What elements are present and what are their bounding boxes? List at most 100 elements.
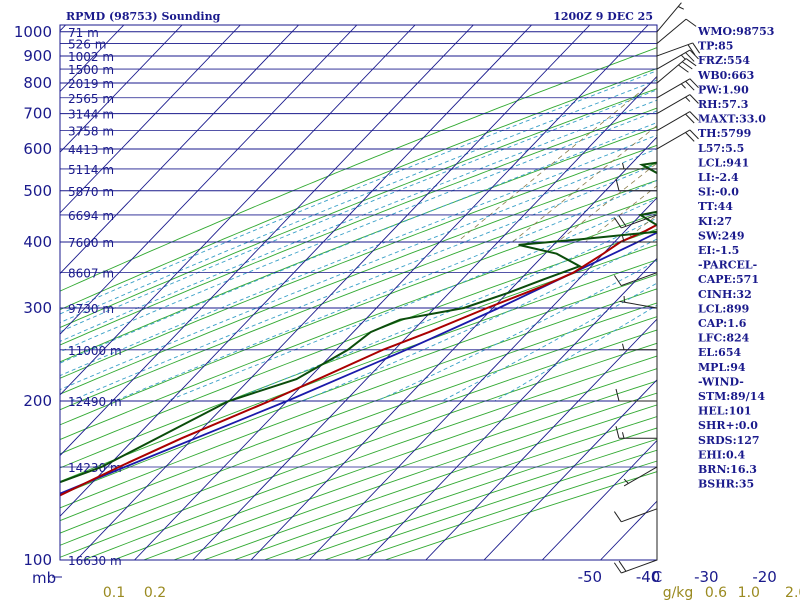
index-value: STM:89/14 [698, 390, 765, 403]
dewpoint-line [0, 30, 800, 561]
barb-flag [686, 114, 695, 123]
temperature-tick-label: C [652, 568, 662, 586]
barb-flag [678, 65, 688, 72]
wind-barb [657, 3, 684, 32]
dry-adiabat-line [0, 25, 800, 560]
indices-panel: WMO:98753 TP:85FRZ:554 WB0:663PW:1.90 RH:57… [697, 25, 774, 491]
pressure-tick-label: 700 [23, 105, 52, 123]
height-label: 3144 m [68, 108, 114, 122]
index-value: LFC:824 [698, 332, 750, 345]
mixing-ratio-tick-label: 1.0 [738, 585, 760, 600]
barb-staff [657, 3, 681, 32]
barb-flag [686, 81, 695, 90]
height-label: 3758 m [68, 125, 114, 139]
barb-flag [616, 426, 619, 438]
index-value: SI:-0.0 [698, 186, 739, 199]
barb-flag [686, 132, 695, 141]
barb-staff [657, 130, 690, 149]
index-value: EL:654 [698, 346, 741, 359]
mixing-ratio-tick-label: 0.1 [103, 585, 125, 600]
mixing-ratio-line [748, 25, 800, 242]
pressure-tick-label: 1000 [14, 23, 52, 41]
barb-flag [682, 62, 692, 69]
index-value: L57:5.5 [698, 142, 744, 155]
index-value: RH:57.3 [698, 98, 748, 111]
height-label: 16630 m [68, 554, 122, 568]
index-value: -WIND- [698, 375, 744, 388]
index-value: TP:85 [698, 40, 733, 53]
wind-barb [614, 509, 657, 522]
wind-barb [657, 50, 699, 69]
mixing-ratio-axis: 0.10.20.61.02.03.05.010.020.030.040.0g/k… [103, 585, 800, 600]
temperature-line [0, 30, 800, 561]
height-labels: 16630 m14230 m12490 m11000 m9730 m8607 m… [60, 26, 657, 568]
wind-barb [657, 79, 699, 98]
barb-half-flag [681, 55, 685, 59]
moist-adiabat-line [71, 32, 800, 401]
barb-flag [619, 216, 626, 226]
isotherm-line [0, 25, 357, 560]
index-value: LCL:899 [698, 302, 749, 315]
pressure-tick-label: 600 [23, 140, 52, 158]
height-label: 71 m [68, 26, 99, 40]
dry-adiabat-line [0, 25, 777, 560]
dry-adiabat-line [0, 25, 800, 560]
height-label: 2019 m [68, 77, 114, 91]
dry-adiabat-line [0, 25, 800, 560]
isotherm-line [0, 25, 7, 560]
wind-barb [614, 273, 657, 286]
barb-flag [614, 512, 621, 522]
index-value: BRN:16.3 [698, 463, 757, 476]
dry-adiabat-line [0, 25, 800, 560]
pressure-tick-label: 500 [23, 182, 52, 200]
mixing-ratio-tick-label: 2.0 [785, 585, 800, 600]
height-label: 5114 m [68, 163, 114, 177]
pressure-tick-label: 800 [23, 74, 52, 92]
index-value: SHR+:0.0 [698, 419, 758, 432]
dry-adiabat-line [0, 25, 800, 560]
isotherm-line [76, 25, 590, 560]
index-value: WB0:663 [697, 69, 754, 82]
barb-staff [657, 112, 690, 131]
barb-flag [686, 53, 695, 62]
barb-flag [614, 218, 621, 228]
height-label: 2565 m [68, 92, 114, 106]
mixing-ratio-tick-label: 0.6 [705, 585, 727, 600]
index-value: KI:27 [698, 215, 732, 228]
barb-staff [621, 273, 657, 286]
index-value: TT:44 [698, 200, 733, 213]
index-value: SRDS:127 [698, 434, 760, 447]
height-label: 9730 m [68, 302, 114, 316]
dry-adiabat-line [0, 25, 800, 560]
index-value: WMO:98753 [697, 25, 774, 38]
barb-staff [657, 19, 686, 43]
dry-adiabat-line [0, 25, 800, 560]
barb-half-flag [678, 7, 684, 10]
height-label: 14230 m [68, 461, 122, 475]
barb-half-flag [686, 97, 690, 101]
dry-adiabat-line [0, 25, 800, 560]
dry-adiabats [0, 25, 800, 560]
dry-adiabat-line [0, 25, 800, 560]
profiles [0, 30, 800, 561]
barb-flag [686, 59, 696, 66]
barb-flag [686, 19, 696, 26]
height-label: 12490 m [68, 395, 122, 409]
barb-flag [619, 561, 626, 571]
index-value: SW:249 [698, 229, 745, 242]
mixing-ratio-line [457, 25, 722, 242]
barb-staff [657, 95, 690, 114]
index-value: BSHR:35 [698, 478, 754, 491]
isotherm-line [135, 25, 649, 560]
height-label: 6694 m [68, 209, 114, 223]
temperature-tick-label: -50 [578, 568, 603, 586]
isotherms [0, 25, 800, 560]
barb-half-flag [623, 163, 625, 169]
index-value: CAPE:571 [698, 273, 759, 286]
index-value: PW:1.90 [698, 83, 749, 96]
dry-adiabat-line [0, 25, 800, 560]
index-value: LI:-2.4 [698, 171, 739, 184]
barb-half-flag [623, 344, 625, 350]
index-value: FRZ:554 [698, 54, 750, 67]
